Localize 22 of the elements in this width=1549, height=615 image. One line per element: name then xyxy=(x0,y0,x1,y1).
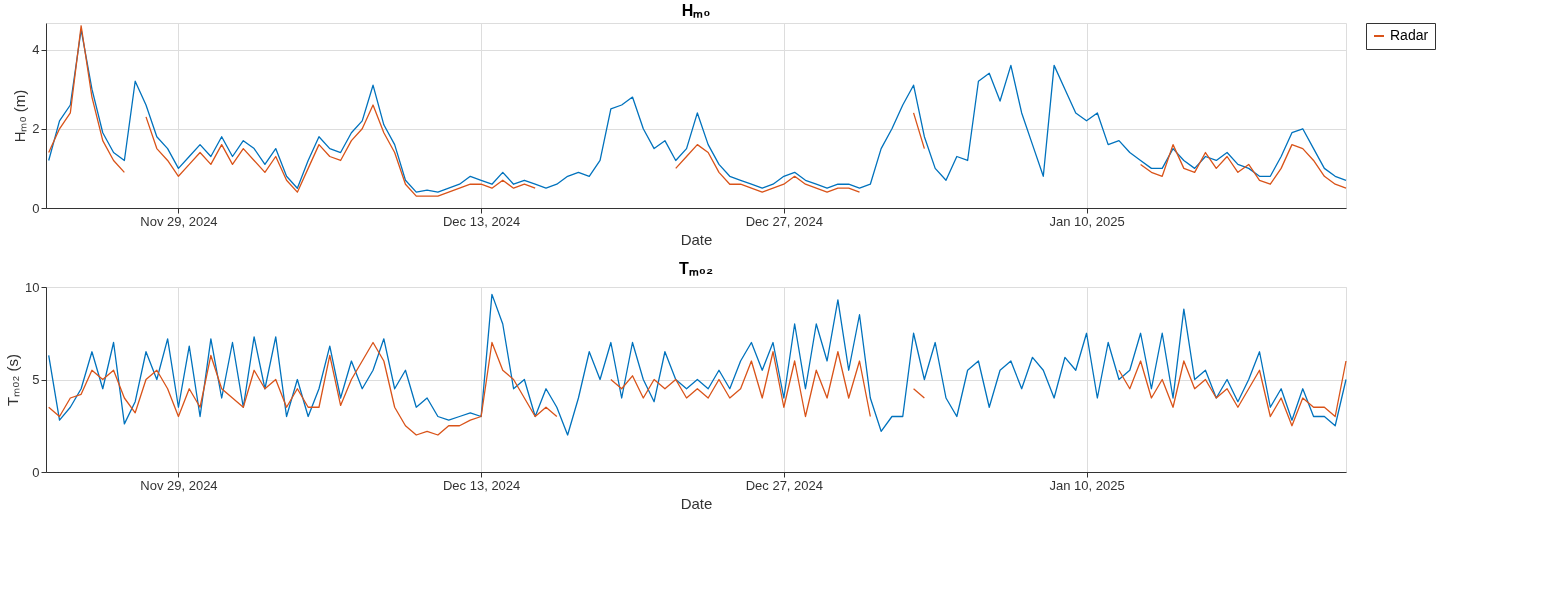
x-tick-label: Dec 27, 2024 xyxy=(745,477,824,493)
y-tick-label: 0 xyxy=(32,200,40,216)
y-tick-label: 2 xyxy=(32,121,40,137)
line-series xyxy=(48,293,1347,436)
y-tick-label: 4 xyxy=(32,42,40,58)
y-tick-label: 5 xyxy=(32,372,40,387)
x-tick-label: Dec 13, 2024 xyxy=(442,213,521,229)
legend-label: Radar xyxy=(1390,27,1429,43)
x-axis-title: Date xyxy=(680,494,713,512)
x-tick-label: Jan 10, 2025 xyxy=(1049,477,1125,493)
x-tick-label: Dec 13, 2024 xyxy=(442,477,521,493)
chart-title: Tₘ₀₂ xyxy=(678,260,714,277)
x-tick-label: Jan 10, 2025 xyxy=(1049,213,1125,229)
y-axis-title: Tₘ₀₂ (s) xyxy=(4,354,22,406)
x-tick-label: Nov 29, 2024 xyxy=(140,477,218,493)
y-tick-label: 10 xyxy=(25,279,40,295)
chart-title: Hₘ₀ xyxy=(681,2,711,19)
y-axis-title: Hₘ₀ (m) xyxy=(11,89,29,143)
x-tick-label: Dec 27, 2024 xyxy=(745,213,824,229)
y-tick-label: 0 xyxy=(32,464,40,480)
x-tick-label: Nov 29, 2024 xyxy=(140,213,218,229)
x-axis-title: Date xyxy=(680,230,713,248)
